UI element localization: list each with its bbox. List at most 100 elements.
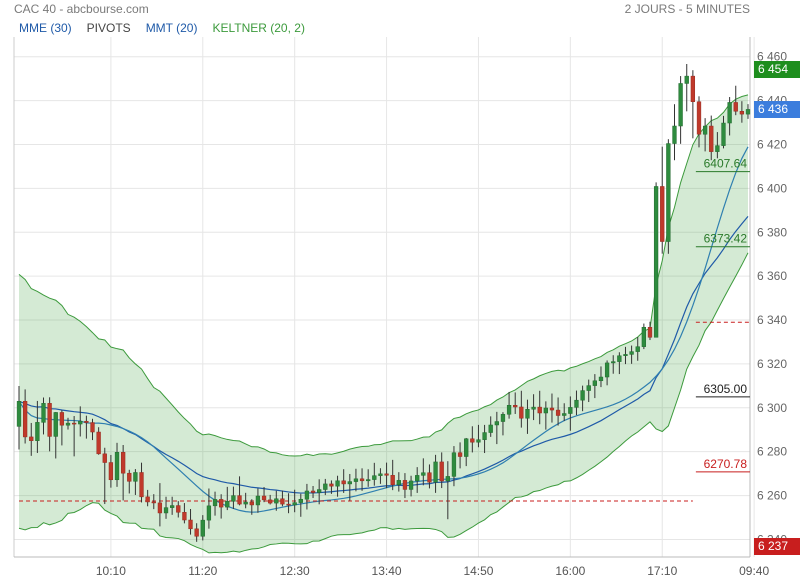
y-tick-label: 6 420	[757, 138, 787, 152]
candle	[470, 426, 475, 453]
candle	[274, 490, 279, 511]
candle	[396, 472, 401, 492]
y-tick-label: 6 380	[757, 225, 787, 239]
candle-body	[372, 475, 377, 480]
candle-body	[317, 489, 322, 493]
candle-body	[451, 452, 457, 477]
candle-body	[133, 472, 138, 482]
keltner-lower-line	[18, 252, 749, 554]
candle	[408, 475, 414, 497]
candle-body	[335, 480, 340, 487]
candle	[464, 437, 469, 467]
candle-body	[139, 472, 144, 498]
candle	[65, 417, 71, 430]
candle	[261, 486, 267, 503]
candle	[237, 476, 242, 506]
candle-body	[298, 498, 303, 503]
candle-body	[249, 501, 254, 506]
candle	[415, 467, 420, 493]
candle	[41, 397, 46, 435]
candle	[476, 424, 481, 448]
candle	[231, 486, 236, 509]
candle-body	[353, 478, 359, 482]
candle	[292, 489, 297, 513]
candle	[574, 390, 579, 416]
candle-body	[212, 499, 218, 507]
period-label[interactable]: 2 JOURS - 5 MINUTES	[624, 2, 750, 16]
candle	[353, 468, 359, 492]
candle	[733, 85, 738, 116]
candle-body	[378, 473, 383, 476]
candle-body	[690, 75, 696, 102]
candle-body	[102, 453, 107, 463]
candle-body	[176, 505, 181, 513]
candle	[335, 475, 340, 497]
candle	[341, 469, 346, 493]
x-tick-label: 14:50	[463, 564, 493, 578]
candle-body	[225, 501, 230, 508]
y-tick-label: 6 340	[757, 313, 787, 327]
candle	[647, 321, 653, 341]
candle-body	[476, 439, 481, 443]
candle	[672, 104, 677, 161]
candle	[506, 391, 512, 419]
candle-body	[96, 431, 101, 455]
candle-body	[629, 351, 634, 355]
candle-body	[170, 505, 175, 508]
legend-keltner[interactable]: KELTNER (20, 2)	[212, 21, 305, 35]
candle-body	[568, 407, 573, 414]
candle	[22, 389, 28, 444]
candle	[225, 486, 230, 511]
candle-body	[359, 478, 365, 482]
candle	[255, 488, 261, 513]
candle	[372, 462, 377, 486]
candle	[457, 442, 463, 469]
candle	[519, 390, 524, 428]
last-price-badge: 6 436	[754, 100, 800, 118]
candle-body	[182, 512, 187, 521]
mme-line	[18, 216, 749, 494]
candle	[176, 501, 181, 518]
candle	[727, 97, 732, 136]
candle-body	[709, 125, 714, 152]
candle-body	[653, 186, 659, 338]
candle	[488, 416, 493, 437]
candle-body	[494, 421, 499, 426]
legend-mme[interactable]: MME (30)	[19, 21, 72, 35]
candle	[329, 480, 334, 494]
candle	[390, 459, 395, 491]
candle	[580, 385, 585, 412]
candle-body	[194, 528, 199, 537]
x-tick-label: 12:30	[280, 564, 310, 578]
candle	[500, 412, 506, 436]
candle	[543, 401, 548, 430]
x-tick-label: 16:00	[555, 564, 585, 578]
candle	[586, 379, 591, 403]
legend-mmt[interactable]: MMT (20)	[145, 21, 198, 35]
candle-body	[292, 502, 297, 506]
candle	[286, 493, 291, 514]
candle	[188, 508, 193, 535]
candle	[568, 396, 573, 431]
candle-body	[219, 499, 224, 508]
legend-pivots[interactable]: PIVOTS	[86, 21, 131, 35]
candle-body	[641, 326, 647, 347]
candle	[555, 397, 561, 426]
candle	[421, 458, 426, 486]
candle-body	[531, 406, 536, 410]
candle	[145, 489, 150, 507]
candle	[163, 496, 169, 519]
candle-body	[519, 406, 524, 419]
candle-body	[623, 354, 628, 356]
candle-body	[696, 101, 702, 135]
candle	[212, 491, 218, 516]
mmt-line	[18, 146, 749, 513]
y-tick-label: 6 360	[757, 269, 787, 283]
candle	[525, 399, 530, 434]
candle-body	[488, 424, 493, 433]
candle-body	[206, 505, 212, 521]
candle-body	[598, 376, 604, 382]
pivot-level-label: 6305.00	[704, 382, 748, 396]
candle-body	[666, 143, 671, 242]
